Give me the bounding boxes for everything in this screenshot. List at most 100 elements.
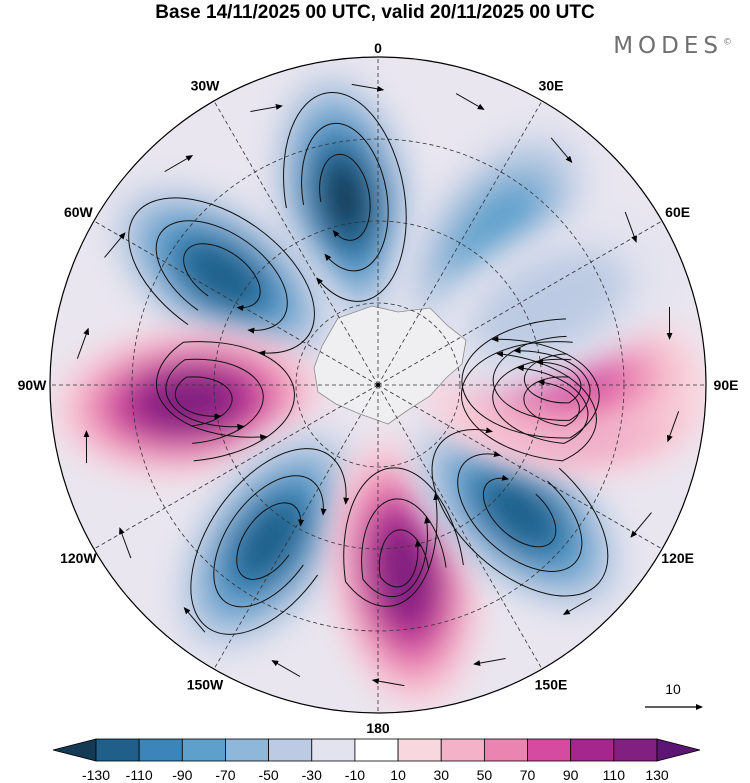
flow-arrow — [550, 137, 573, 163]
meridian-label: 60W — [64, 204, 94, 220]
flow-arrow — [119, 527, 132, 559]
streamline — [461, 318, 600, 439]
meridian-label: 30W — [191, 77, 221, 93]
colorbar-tick-label: -70 — [215, 767, 235, 783]
anomaly-field — [50, 61, 706, 711]
streamline — [457, 451, 583, 572]
streamline — [319, 153, 371, 241]
logo-text: MODES — [613, 33, 723, 59]
colorbar-tick-label: -10 — [345, 767, 365, 783]
meridian-line — [377, 384, 543, 670]
colorbar-bin — [181, 738, 226, 762]
colorbar-tick-label: 110 — [603, 767, 626, 783]
flow-arrow — [250, 103, 283, 113]
colorbar-tick-label: 70 — [520, 767, 536, 783]
streamline — [343, 467, 464, 607]
colorbar-bin — [570, 738, 615, 762]
anomaly-lobe — [268, 61, 422, 335]
colorbar-bin — [225, 738, 270, 762]
colorbar-bin — [656, 738, 701, 762]
colorbar-tick-label: 10 — [390, 767, 406, 783]
flow-arrow — [76, 327, 90, 359]
colorbar-tick-label: -90 — [172, 767, 192, 783]
map-border — [49, 56, 707, 714]
flow-arrow — [164, 155, 194, 173]
anomaly-contour — [232, 497, 306, 585]
colorbar-bin — [95, 738, 140, 762]
anomaly-contour — [451, 185, 540, 286]
meridian-label: 90E — [714, 377, 739, 393]
streamline — [492, 335, 591, 421]
colorbar-bin — [527, 738, 572, 762]
flow-arrow — [473, 657, 506, 667]
logo-mark: © — [723, 37, 732, 48]
meridian-line — [377, 384, 663, 550]
streamline — [482, 474, 557, 548]
meridian-labels: 0 30E 60E 90E 120E 150E 180 150W 120W 90W 60W 30W — [18, 40, 739, 736]
wind-streamlines — [76, 83, 680, 687]
meridian-label: 0 — [374, 40, 382, 56]
meridian-line — [93, 384, 379, 550]
colorbar-bin — [138, 738, 183, 762]
colorbar-bin — [613, 738, 658, 762]
colorbar-bin — [440, 738, 485, 762]
flow-arrow — [455, 93, 485, 110]
colorbar-tick-label: 130 — [645, 767, 669, 783]
anomaly-lobe — [50, 326, 327, 477]
streamline — [128, 197, 315, 357]
flow-arrow — [562, 597, 592, 615]
streamline — [492, 358, 589, 444]
streamline — [461, 341, 597, 462]
streamline — [523, 353, 582, 404]
colorbar-tick-label: -50 — [258, 767, 278, 783]
meridian-label: 60E — [665, 204, 690, 220]
reference-vector-label: 10 — [665, 681, 681, 697]
colorbar-tick-label: 90 — [563, 767, 579, 783]
meridian-line — [377, 220, 663, 386]
meridian-label: 180 — [366, 720, 390, 736]
anomaly-lobe — [421, 215, 680, 394]
flow-arrow — [630, 512, 652, 538]
meridian-line — [213, 384, 379, 670]
streamline — [156, 341, 295, 462]
anomaly-lobe — [169, 420, 369, 662]
flow-arrow — [624, 211, 637, 243]
colorbar-bin — [268, 738, 313, 762]
colorbar-tick-label: -30 — [302, 767, 322, 783]
map-title: Base 14/11/2025 00 UTC, valid 20/11/2025… — [155, 2, 595, 23]
streamline — [431, 427, 609, 597]
meridian-line — [93, 220, 379, 386]
colorbar-tick-label: 30 — [433, 767, 449, 783]
meridian-label: 30E — [539, 77, 564, 93]
anomaly-contour — [139, 373, 238, 430]
streamline — [301, 123, 389, 272]
flow-arrow — [104, 232, 126, 258]
colorbar-bin — [311, 738, 356, 762]
meridian-label: 150W — [187, 677, 224, 693]
colorbar: -130 -110 -90 -70 -50 -30 -10 10 30 50 70 90 110 130 — [52, 738, 701, 783]
meridian-line — [377, 100, 543, 386]
flow-arrow — [351, 83, 385, 92]
streamline — [378, 529, 430, 588]
anomaly-contour — [178, 239, 266, 313]
meridian-label: 90W — [18, 377, 48, 393]
streamline — [213, 475, 327, 608]
colorbar-bin — [354, 738, 399, 762]
streamline — [361, 498, 447, 598]
meridian-label: 120E — [661, 550, 694, 566]
flow-arrow — [271, 660, 301, 677]
pole-marker — [375, 382, 381, 388]
colorbar-bin — [397, 738, 442, 762]
reference-vector: 10 — [645, 681, 703, 710]
streamline — [165, 358, 264, 444]
colorbar-tick-label: 50 — [477, 767, 493, 783]
anomaly-contour — [321, 159, 369, 236]
modes-logo: MODES© — [613, 33, 732, 59]
flow-arrow — [666, 411, 680, 443]
streamline — [283, 92, 407, 302]
meridian-label: 120W — [60, 550, 97, 566]
flow-arrow — [371, 678, 405, 687]
anomaly-lobe — [101, 176, 343, 376]
colorbar-tick-label: -130 — [82, 767, 110, 783]
